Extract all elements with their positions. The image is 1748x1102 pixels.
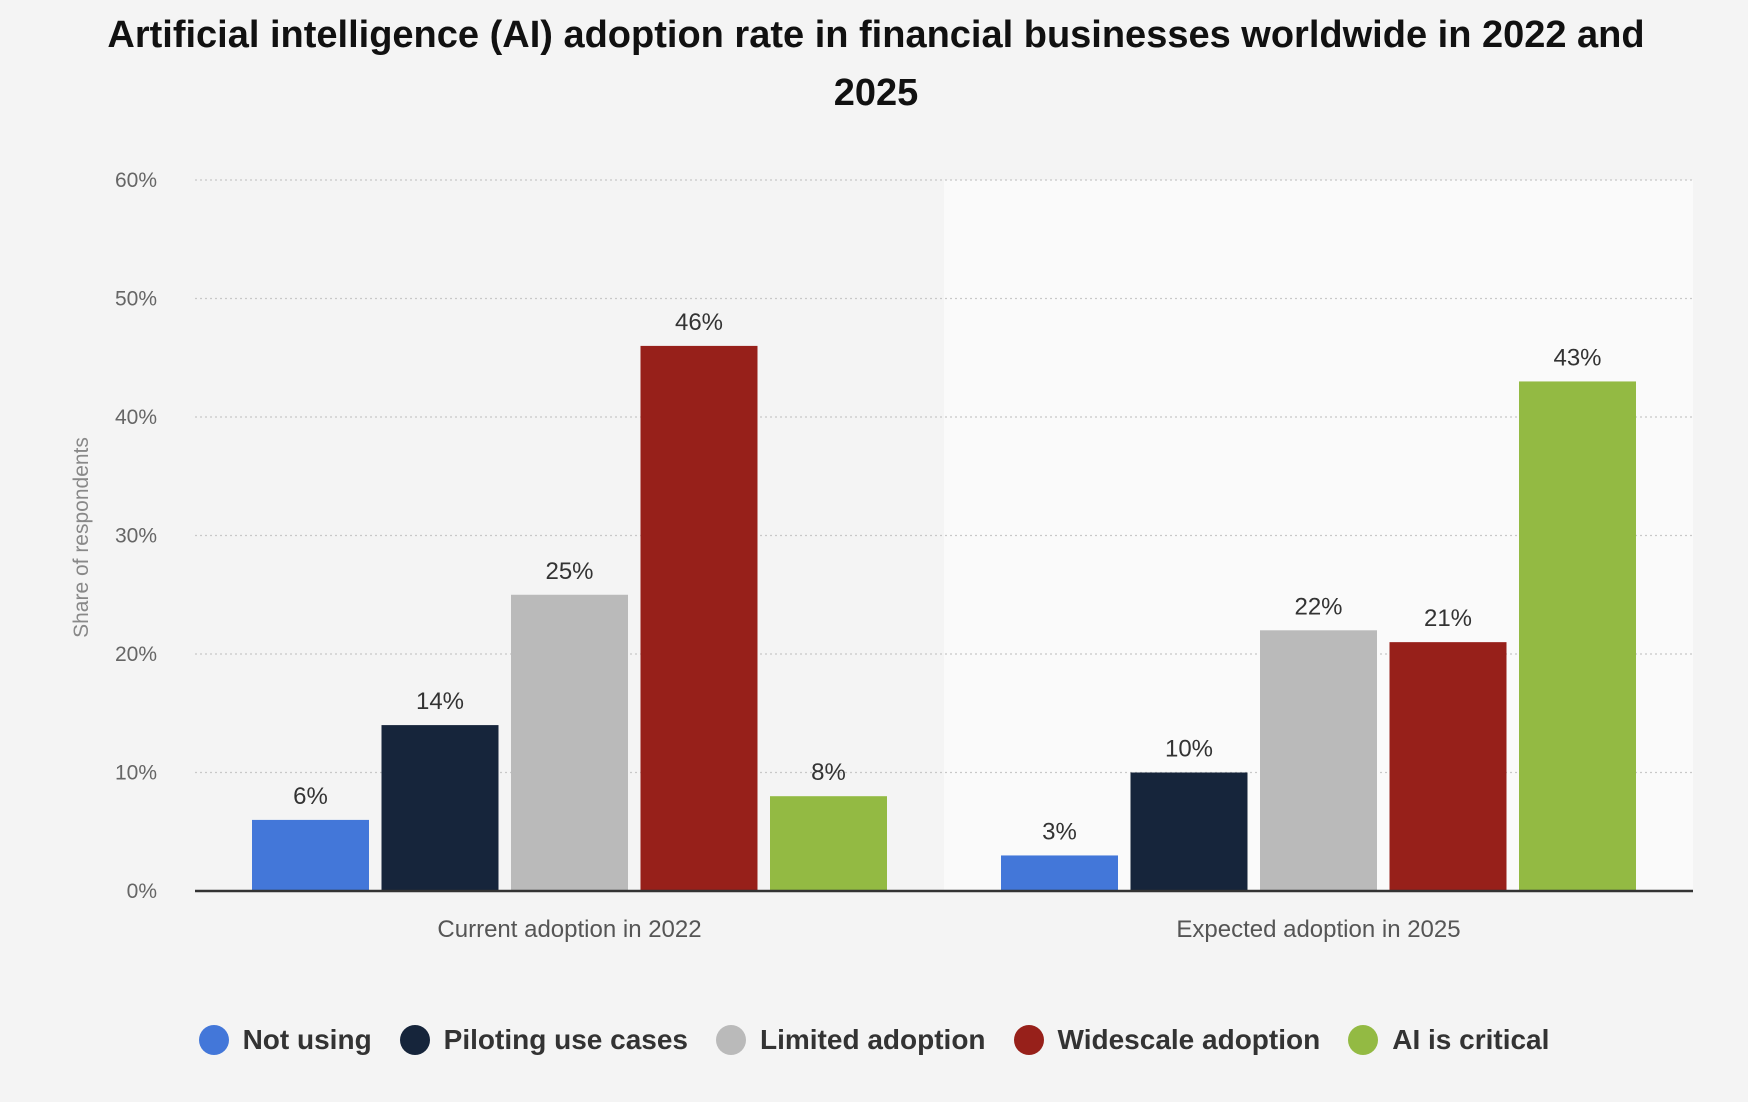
data-label: 25% <box>545 558 593 585</box>
legend-swatch <box>1348 1025 1379 1055</box>
legend-label: Piloting use cases <box>443 1024 688 1055</box>
legend-swatch <box>1013 1025 1044 1055</box>
data-label: 14% <box>416 688 464 715</box>
y-tick-label: 20% <box>115 643 157 666</box>
x-tick-label: Current adoption in 2022 <box>437 916 701 943</box>
legend-item[interactable]: Piloting use cases <box>399 1024 688 1056</box>
chart-legend: Not using Piloting use cases Limited adopt… <box>0 1024 1748 1056</box>
bar <box>1130 772 1248 891</box>
legend-label: Limited adoption <box>760 1024 986 1055</box>
data-label: 43% <box>1553 344 1601 371</box>
data-label: 10% <box>1165 736 1213 763</box>
y-tick-label: 0% <box>127 880 157 903</box>
y-axis-label: Share of respondents <box>70 437 93 638</box>
y-tick-label: 30% <box>115 525 157 548</box>
bar <box>1389 642 1507 891</box>
bar-chart: 0% 10% 20% 30% 40% 50% 60% Share of respondents… <box>70 169 1693 943</box>
bar <box>381 725 499 891</box>
data-label: 21% <box>1424 605 1472 632</box>
legend-swatch <box>198 1025 229 1055</box>
data-label: 3% <box>1042 818 1077 845</box>
x-tick-label: Expected adoption in 2025 <box>1176 916 1460 943</box>
bar <box>252 819 369 891</box>
legend-item[interactable]: Limited adoption <box>716 1024 986 1056</box>
legend-label: AI is critical <box>1392 1024 1550 1055</box>
data-label: 6% <box>293 783 328 810</box>
chart-title: Artificial intelligence (AI) adoption ra… <box>107 14 1645 114</box>
data-label: 46% <box>675 309 723 336</box>
bar <box>511 594 628 891</box>
legend-swatch <box>716 1025 746 1055</box>
y-tick-label: 50% <box>115 288 157 311</box>
y-tick-label: 40% <box>115 406 157 429</box>
data-label: 8% <box>811 759 846 786</box>
y-tick-label: 60% <box>115 169 157 192</box>
legend-label: Widescale adoption <box>1057 1024 1321 1055</box>
legend-swatch <box>399 1025 430 1055</box>
bar <box>1519 381 1636 891</box>
bar <box>770 796 887 891</box>
bar <box>1260 630 1377 891</box>
y-tick-label: 10% <box>115 762 157 785</box>
data-label: 22% <box>1294 593 1342 620</box>
legend-label: Not using <box>242 1024 372 1055</box>
legend-item[interactable]: Not using <box>198 1024 372 1056</box>
bar <box>1001 855 1118 891</box>
legend-item[interactable]: Widescale adoption <box>1013 1024 1321 1056</box>
legend-item[interactable]: AI is critical <box>1348 1024 1549 1056</box>
bar <box>640 345 758 891</box>
